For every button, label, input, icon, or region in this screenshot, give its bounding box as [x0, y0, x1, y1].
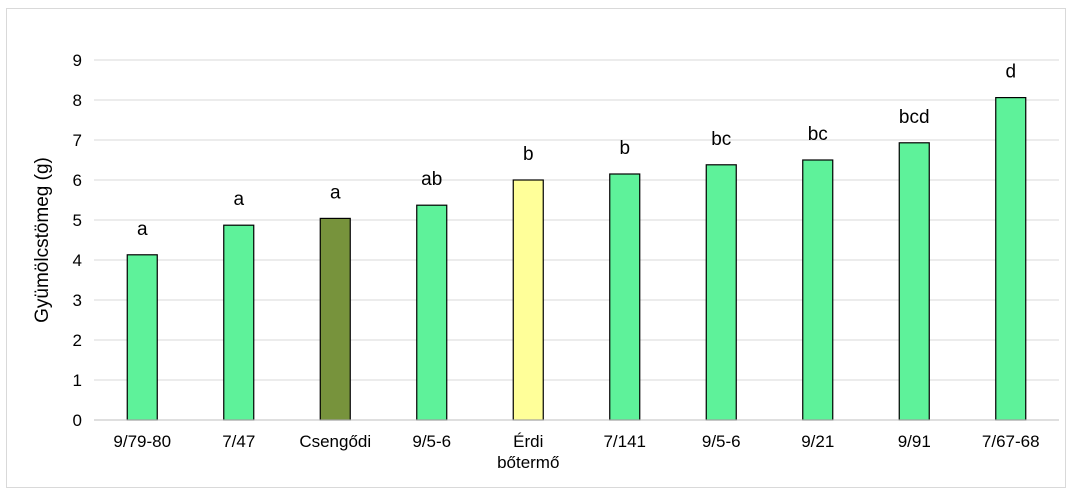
- bar: [705, 164, 737, 421]
- bar: [512, 179, 544, 421]
- x-tick-label: Csengődi: [299, 432, 371, 451]
- bar: [995, 96, 1027, 421]
- significance-letter: b: [523, 144, 534, 165]
- y-tick-label: 0: [73, 411, 82, 430]
- bar: [609, 173, 641, 421]
- gridlines: [94, 59, 1059, 381]
- bar: [223, 224, 255, 421]
- significance-letters: a a a ab b b bc bc bcd d: [137, 62, 1016, 240]
- y-axis-ticks: 0 1 2 3 4 5 6 7 8 9: [73, 51, 82, 430]
- bar: [898, 142, 930, 421]
- significance-letter: a: [330, 182, 341, 203]
- x-tick-label: 9/91: [898, 432, 931, 451]
- x-tick-label: 9/21: [801, 432, 834, 451]
- y-tick-label: 3: [73, 291, 82, 310]
- significance-letter: bc: [711, 129, 731, 150]
- x-tick-label: 9/79-80: [113, 432, 171, 451]
- x-tick-label: 9/5-6: [702, 432, 741, 451]
- bar: [416, 204, 448, 421]
- significance-letter: bcd: [899, 107, 930, 128]
- significance-letter: b: [619, 138, 630, 159]
- significance-letter: ab: [421, 169, 442, 190]
- bar: [319, 217, 351, 421]
- y-tick-label: 7: [73, 131, 82, 150]
- x-tick-label: Érdi bőtermő: [497, 432, 559, 472]
- y-tick-label: 1: [73, 371, 82, 390]
- significance-letter: a: [233, 189, 244, 210]
- y-axis-label: Gyümölcstömeg (g): [32, 157, 53, 323]
- significance-letter: d: [1005, 62, 1016, 83]
- bar: [802, 159, 834, 421]
- significance-letter: bc: [808, 124, 828, 145]
- y-tick-label: 2: [73, 331, 82, 350]
- y-tick-label: 9: [73, 51, 82, 70]
- bar: [126, 254, 158, 421]
- x-tick-label: 7/141: [603, 432, 646, 451]
- y-tick-label: 5: [73, 211, 82, 230]
- y-tick-label: 4: [73, 251, 82, 270]
- x-axis-ticks: 9/79-80 7/47 Csengődi 9/5-6 Érdi bőtermő 7/141…: [113, 432, 1039, 472]
- x-tick-label: 9/5-6: [412, 432, 451, 451]
- y-tick-label: 6: [73, 171, 82, 190]
- bars: [126, 96, 1027, 421]
- y-tick-label: 8: [73, 91, 82, 110]
- x-tick-label: 7/67-68: [982, 432, 1040, 451]
- x-tick-label: 7/47: [222, 432, 255, 451]
- significance-letter: a: [137, 219, 148, 240]
